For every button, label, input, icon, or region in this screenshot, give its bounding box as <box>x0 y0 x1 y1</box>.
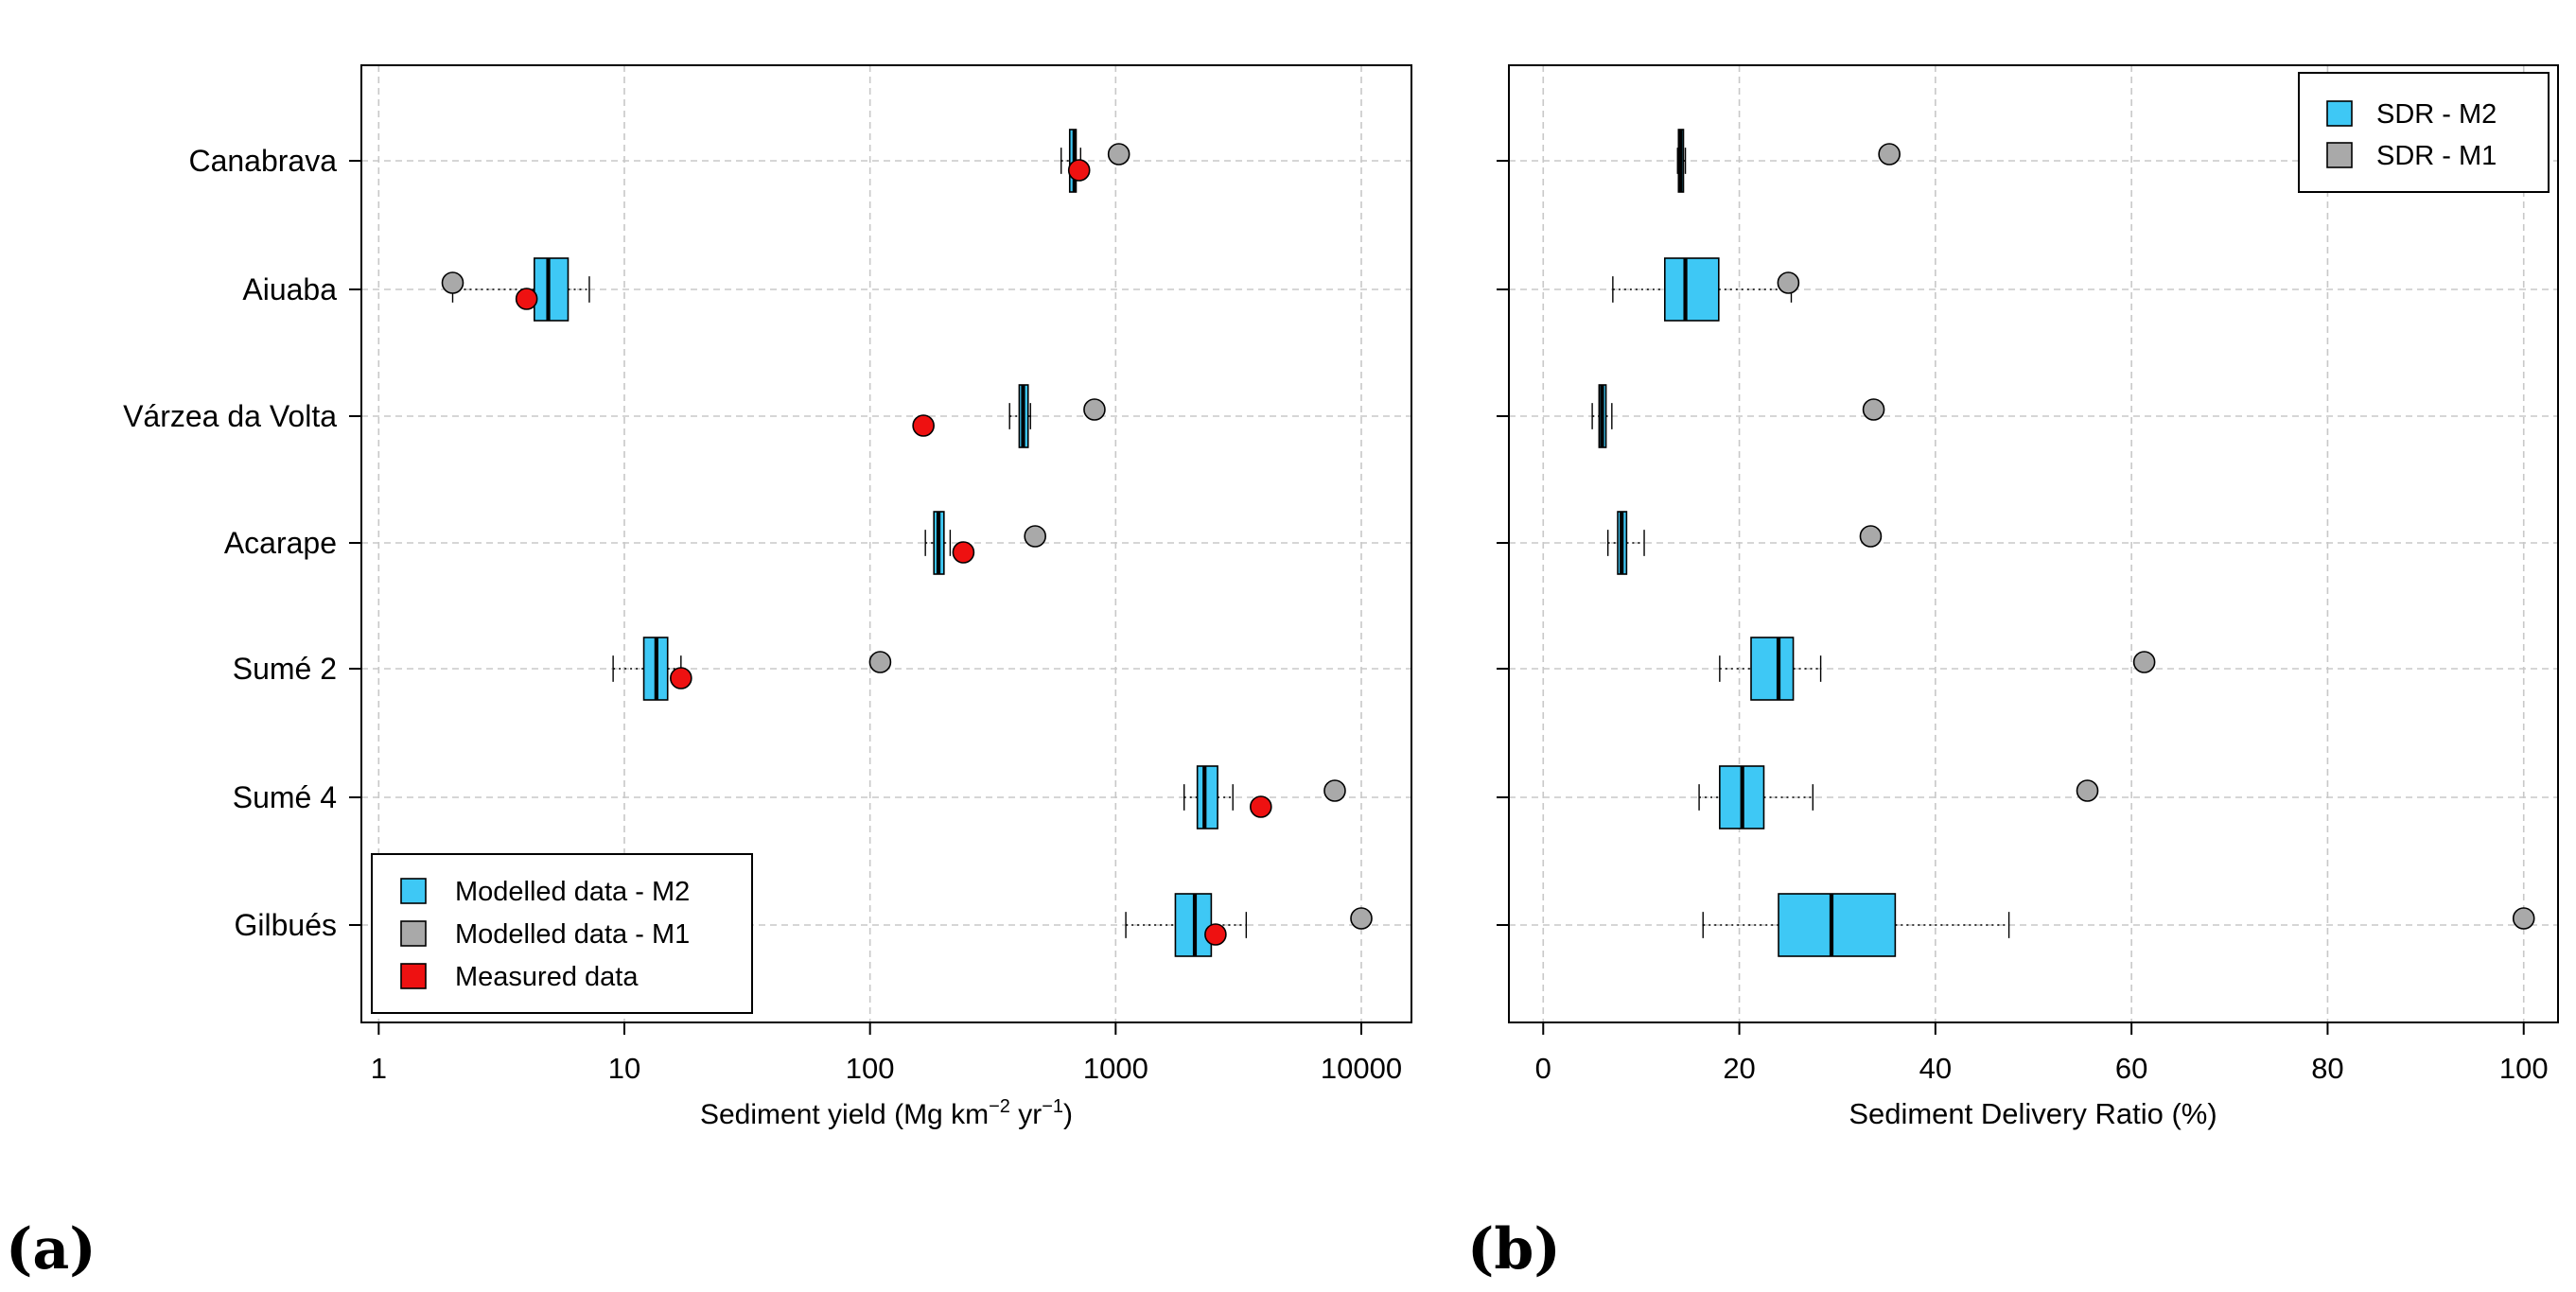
panel-b-y-ticks <box>1497 160 1509 926</box>
measured-point-varzea-da-volta <box>912 414 935 437</box>
legend-swatch-sdr-m2 <box>2326 100 2353 127</box>
x-tick-label-80: 80 <box>2311 1052 2343 1085</box>
x-label-main: Sediment yield (Mg km <box>700 1099 989 1130</box>
legend-label-m1: Modelled data - M1 <box>455 919 690 950</box>
measured-point-sume-2 <box>670 667 692 690</box>
legend-swatch-m1 <box>400 920 427 947</box>
measured-point-gilbues <box>1204 923 1227 946</box>
panel-a-legend: Modelled data - M2 Modelled data - M1 Me… <box>371 853 753 1014</box>
category-label-acarape: Acarape <box>224 526 337 560</box>
panel-b-x-ticks: 0 20 40 60 80 100 <box>1535 1022 2549 1085</box>
m1-point-sume-4 <box>1323 779 1346 802</box>
panel-a-marks <box>441 129 1373 957</box>
panel-a: Canabrava Aiuaba Várzea da Volta Acarape Sum… <box>6 64 1412 1283</box>
legend-box <box>2298 72 2550 193</box>
m1-point-aiuaba <box>1777 271 1800 294</box>
m1-point-canabrava <box>1878 143 1901 166</box>
legend-swatch-measured <box>400 963 427 989</box>
x-label-sup-1: −2 <box>989 1096 1010 1117</box>
panel-b-x-axis-label: Sediment Delivery Ratio (%) <box>1849 1097 2217 1130</box>
box-sume-4 <box>1196 765 1218 829</box>
x-tick-label-0: 0 <box>1535 1052 1551 1085</box>
panel-a-x-ticks: 1 10 100 1000 10000 <box>371 1022 1402 1085</box>
m1-point-canabrava <box>1107 143 1130 166</box>
x-tick-label-100: 100 <box>846 1052 895 1085</box>
legend-swatch-sdr-m1 <box>2326 142 2353 168</box>
m1-point-varzea-da-volta <box>1862 398 1885 421</box>
category-label-canabrava: Canabrava <box>188 144 337 178</box>
x-tick-label-40: 40 <box>1919 1052 1952 1085</box>
x-tick-label-1: 1 <box>371 1052 387 1085</box>
category-label-aiuaba: Aiuaba <box>242 272 337 306</box>
panel-label-b: (b) <box>1467 1216 1561 1283</box>
m1-point-acarape <box>1024 525 1046 548</box>
measured-point-acarape <box>952 541 975 564</box>
x-tick-label-10000: 10000 <box>1321 1052 1402 1085</box>
x-tick-label-100: 100 <box>2499 1052 2549 1085</box>
m1-point-acarape <box>1859 525 1883 548</box>
x-label-end: ) <box>1063 1099 1073 1130</box>
legend-swatch-m2 <box>400 878 427 904</box>
legend-label-sdr-m1: SDR - M1 <box>2376 141 2497 171</box>
box-gilbues <box>1778 893 1897 957</box>
category-label-varzea-da-volta: Várzea da Volta <box>123 399 337 433</box>
x-tick-label-60: 60 <box>2115 1052 2147 1085</box>
x-label-sup-2: −1 <box>1042 1096 1063 1117</box>
box-aiuaba <box>1663 257 1720 322</box>
box-aiuaba <box>534 257 570 322</box>
m1-point-gilbues <box>2512 907 2535 930</box>
panel-b-marks <box>1591 129 2535 957</box>
m1-point-sume-4 <box>2076 779 2099 802</box>
legend-label-sdr-m2: SDR - M2 <box>2376 99 2497 130</box>
legend-label-m2: Modelled data - M2 <box>455 877 690 907</box>
panel-b-frame <box>1508 64 2559 1023</box>
x-label-mid: yr <box>1010 1099 1042 1130</box>
x-tick-label-10: 10 <box>608 1052 640 1085</box>
m1-point-sume-2 <box>868 651 892 673</box>
box-sume-2 <box>1750 637 1795 701</box>
panel-b-legend: SDR - M2 SDR - M1 <box>2298 72 2550 193</box>
category-label-sume-4: Sumé 4 <box>233 780 337 814</box>
x-tick-label-1000: 1000 <box>1083 1052 1148 1085</box>
legend-box <box>371 853 753 1014</box>
x-tick-label-20: 20 <box>1723 1052 1755 1085</box>
m1-point-gilbues <box>1350 907 1373 930</box>
panel-b: 0 20 40 60 80 100 Sediment Delivery Ratio (%)… <box>1467 64 2559 1283</box>
measured-point-canabrava <box>1067 159 1091 182</box>
panel-a-y-ticks: Canabrava Aiuaba Várzea da Volta Acarape Sum… <box>123 144 361 942</box>
m1-point-varzea-da-volta <box>1083 398 1106 421</box>
panel-b-grid <box>1509 65 2558 1022</box>
category-label-gilbues: Gilbués <box>235 908 338 942</box>
measured-point-sume-4 <box>1250 795 1272 818</box>
panel-label-a: (a) <box>6 1216 96 1283</box>
measured-point-aiuaba <box>515 288 538 310</box>
m1-point-sume-2 <box>2132 651 2156 673</box>
m1-point-aiuaba <box>441 271 464 294</box>
panel-a-x-axis-label: Sediment yield (Mg km−2 yr−1) <box>700 1096 1073 1130</box>
category-label-sume-2: Sumé 2 <box>233 652 337 686</box>
legend-label-measured: Measured data <box>455 962 639 992</box>
